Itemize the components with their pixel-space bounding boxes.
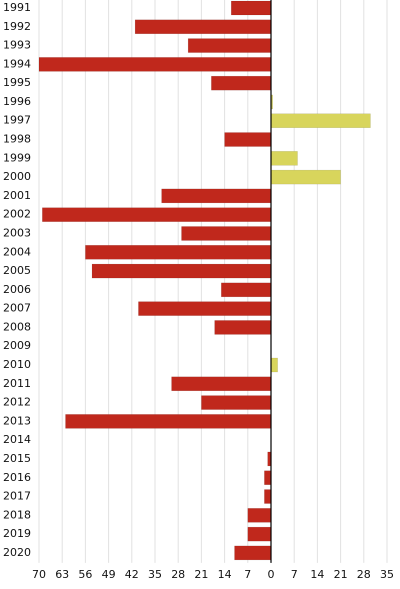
y-tick-label: 2003 <box>3 226 31 239</box>
y-tick-label: 2019 <box>3 527 31 540</box>
bar <box>134 19 272 35</box>
bar <box>264 489 272 504</box>
y-tick-label: 1992 <box>3 20 31 33</box>
bar <box>234 545 272 561</box>
x-tick-label: 28 <box>171 568 185 581</box>
y-tick-label: 2020 <box>3 546 31 559</box>
y-tick-label: 2012 <box>3 396 31 409</box>
bar <box>264 470 272 485</box>
y-tick-label: 2001 <box>3 189 31 202</box>
bar <box>85 245 272 260</box>
bar <box>230 0 272 16</box>
bar <box>181 226 272 241</box>
bar <box>214 320 272 335</box>
y-tick-label: 2015 <box>3 452 31 465</box>
bar <box>247 508 272 523</box>
x-tick-label: 70 <box>32 568 46 581</box>
x-tick-label: 35 <box>380 568 394 581</box>
bar <box>161 188 272 204</box>
y-tick-label: 2009 <box>3 339 31 352</box>
y-tick-label: 2002 <box>3 208 31 221</box>
bar <box>211 75 272 91</box>
y-tick-label: 1991 <box>3 1 31 14</box>
bar <box>201 395 272 410</box>
x-tick-label: 28 <box>357 568 371 581</box>
y-tick-label: 2011 <box>3 377 31 390</box>
bar <box>224 132 272 147</box>
bar <box>65 414 272 429</box>
x-tick-label: 49 <box>102 568 116 581</box>
x-tick-label: 35 <box>148 568 162 581</box>
bar <box>270 151 298 166</box>
y-tick-label: 1995 <box>3 76 31 89</box>
x-tick-label: 14 <box>310 568 324 581</box>
x-tick-label: 56 <box>78 568 92 581</box>
bar <box>270 169 341 185</box>
x-tick-label: 0 <box>268 568 275 581</box>
y-tick-label: 2005 <box>3 264 31 277</box>
x-tick-label: 7 <box>244 568 251 581</box>
y-tick-label: 2018 <box>3 508 31 521</box>
bar <box>138 301 272 316</box>
y-tick-label: 2016 <box>3 471 31 484</box>
y-tick-label: 2017 <box>3 490 31 503</box>
x-tick-label: 42 <box>125 568 139 581</box>
x-tick-label: 7 <box>291 568 298 581</box>
x-tick-label: 63 <box>55 568 69 581</box>
bar <box>91 263 272 279</box>
y-tick-label: 1996 <box>3 95 31 108</box>
y-tick-label: 2013 <box>3 414 31 427</box>
y-tick-label: 1994 <box>3 57 31 70</box>
bar <box>171 376 272 392</box>
bar <box>42 207 272 222</box>
bar <box>187 38 272 53</box>
y-tick-label: 2006 <box>3 283 31 296</box>
y-tick-label: 2008 <box>3 320 31 333</box>
y-tick-label: 2014 <box>3 433 31 446</box>
bar <box>270 357 278 373</box>
y-tick-label: 1997 <box>3 114 31 127</box>
bar <box>247 526 272 542</box>
y-tick-label: 2007 <box>3 302 31 315</box>
y-tick-label: 1998 <box>3 133 31 146</box>
x-tick-label: 14 <box>218 568 232 581</box>
y-tick-label: 2010 <box>3 358 31 371</box>
y-tick-label: 2000 <box>3 170 31 183</box>
bar <box>270 113 371 128</box>
bar <box>38 57 272 72</box>
bar <box>221 282 272 298</box>
x-tick-label: 21 <box>334 568 348 581</box>
x-tick-label: 21 <box>194 568 208 581</box>
y-tick-label: 2004 <box>3 245 31 258</box>
y-tick-label: 1993 <box>3 39 31 52</box>
y-tick-label: 1999 <box>3 151 31 164</box>
